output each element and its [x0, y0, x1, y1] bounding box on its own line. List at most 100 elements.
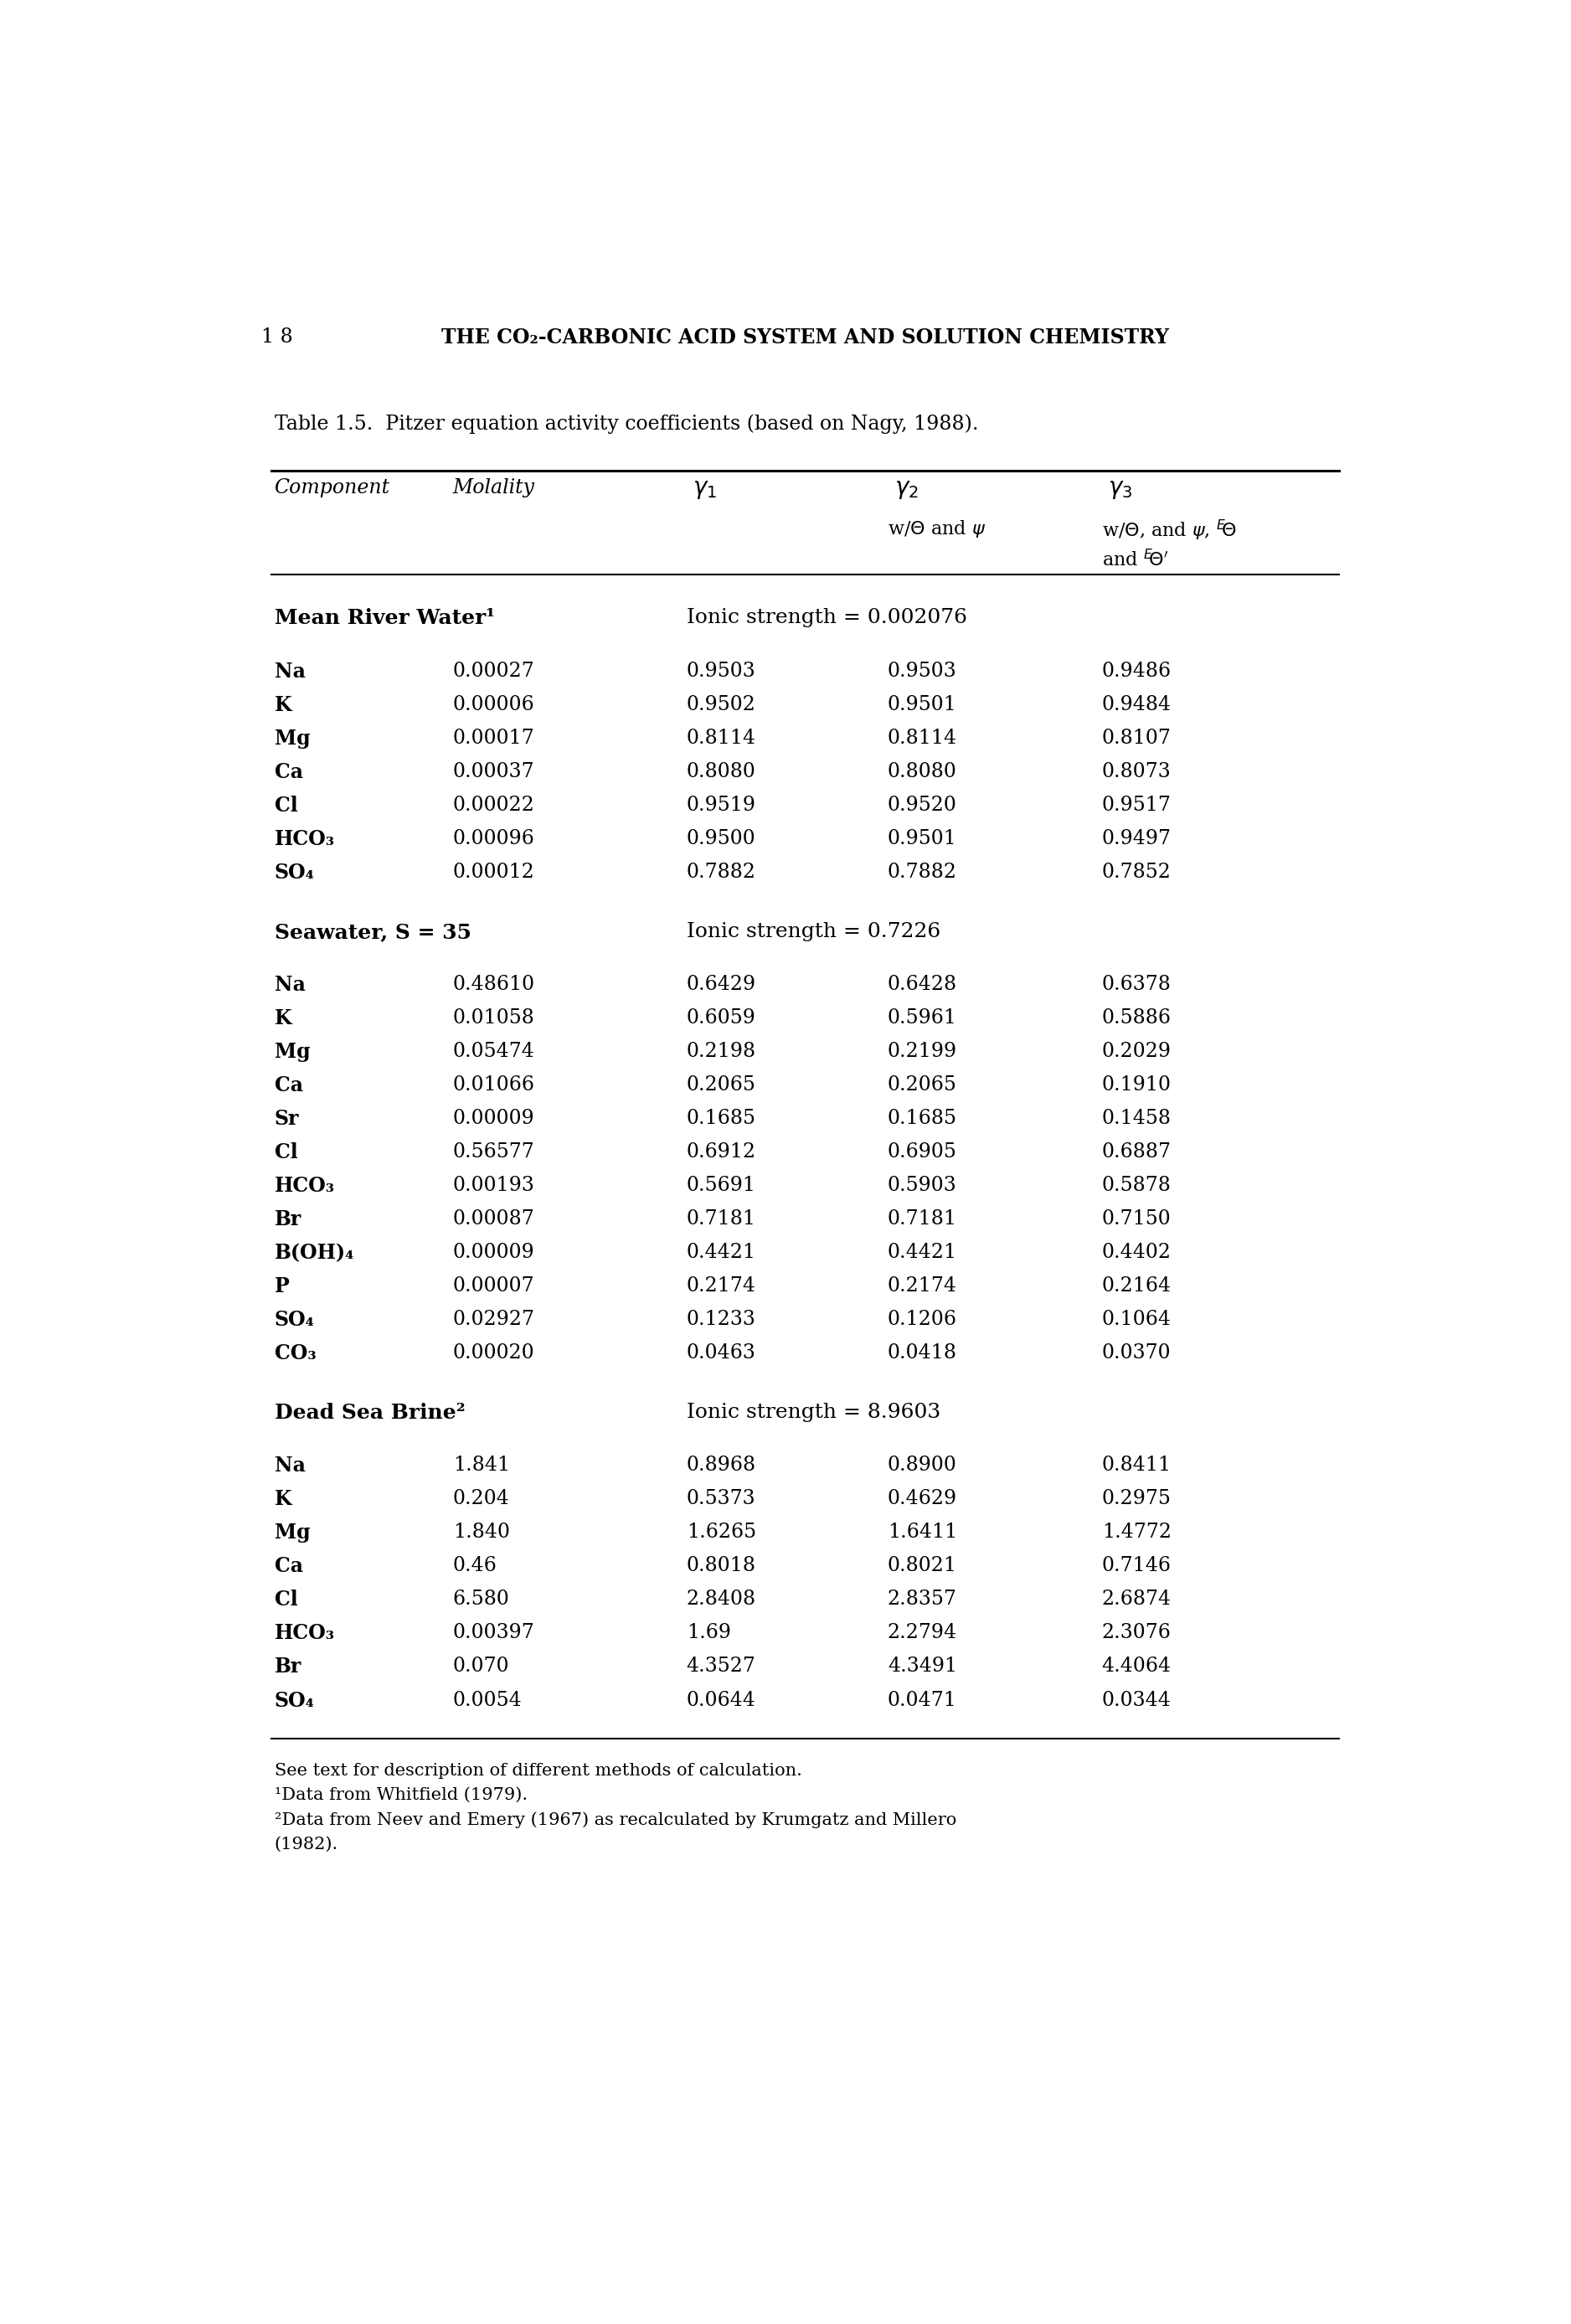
Text: 0.4421: 0.4421: [888, 1243, 957, 1262]
Text: 0.0463: 0.0463: [687, 1343, 756, 1362]
Text: 0.7181: 0.7181: [888, 1208, 957, 1229]
Text: w/$\Theta$, and $\psi$, $^E\!\Theta$: w/$\Theta$, and $\psi$, $^E\!\Theta$: [1101, 518, 1236, 541]
Text: HCO₃: HCO₃: [275, 1176, 335, 1197]
Text: 0.5373: 0.5373: [687, 1490, 756, 1508]
Text: 0.8073: 0.8073: [1101, 762, 1170, 781]
Text: 0.070: 0.070: [452, 1657, 509, 1676]
Text: 1.841: 1.841: [452, 1455, 509, 1476]
Text: 0.7146: 0.7146: [1101, 1557, 1172, 1576]
Text: (1982).: (1982).: [275, 1836, 338, 1852]
Text: P: P: [275, 1276, 289, 1297]
Text: 0.1064: 0.1064: [1101, 1311, 1172, 1329]
Text: Ionic strength = 0.002076: Ionic strength = 0.002076: [687, 609, 966, 627]
Text: 0.1910: 0.1910: [1101, 1076, 1172, 1095]
Text: 0.1458: 0.1458: [1101, 1109, 1172, 1127]
Text: 0.01066: 0.01066: [452, 1076, 534, 1095]
Text: 0.5903: 0.5903: [888, 1176, 957, 1195]
Text: Component: Component: [275, 479, 390, 497]
Text: 0.8107: 0.8107: [1101, 727, 1170, 748]
Text: 0.7852: 0.7852: [1101, 862, 1170, 881]
Text: 0.0344: 0.0344: [1101, 1690, 1170, 1710]
Text: $\gamma_3$: $\gamma_3$: [1108, 479, 1133, 500]
Text: 0.9519: 0.9519: [687, 795, 756, 816]
Text: CO₃: CO₃: [275, 1343, 316, 1364]
Text: 0.0644: 0.0644: [687, 1690, 756, 1710]
Text: 4.4064: 4.4064: [1101, 1657, 1172, 1676]
Text: 0.4402: 0.4402: [1101, 1243, 1172, 1262]
Text: 0.02927: 0.02927: [452, 1311, 534, 1329]
Text: 0.9502: 0.9502: [687, 695, 756, 713]
Text: 0.0471: 0.0471: [888, 1690, 957, 1710]
Text: Ionic strength = 0.7226: Ionic strength = 0.7226: [687, 923, 941, 941]
Text: 0.7882: 0.7882: [687, 862, 756, 881]
Text: 0.2164: 0.2164: [1101, 1276, 1172, 1297]
Text: Molality: Molality: [452, 479, 534, 497]
Text: 1.69: 1.69: [687, 1624, 731, 1643]
Text: 0.8021: 0.8021: [888, 1557, 957, 1576]
Text: 0.1233: 0.1233: [687, 1311, 756, 1329]
Text: 0.00009: 0.00009: [452, 1243, 534, 1262]
Text: 0.00006: 0.00006: [452, 695, 534, 713]
Text: 0.9503: 0.9503: [687, 662, 756, 681]
Text: 0.00012: 0.00012: [452, 862, 534, 881]
Text: 0.2029: 0.2029: [1101, 1041, 1172, 1062]
Text: 0.6428: 0.6428: [888, 974, 957, 995]
Text: 0.8114: 0.8114: [888, 727, 957, 748]
Text: Br: Br: [275, 1657, 302, 1678]
Text: 0.8968: 0.8968: [687, 1455, 756, 1476]
Text: 0.00022: 0.00022: [452, 795, 534, 816]
Text: SO₄: SO₄: [275, 862, 314, 883]
Text: 0.2198: 0.2198: [687, 1041, 756, 1062]
Text: 0.9520: 0.9520: [888, 795, 957, 816]
Text: 0.48610: 0.48610: [452, 974, 534, 995]
Text: 0.2174: 0.2174: [687, 1276, 756, 1297]
Text: Na: Na: [275, 1455, 305, 1476]
Text: 1.6265: 1.6265: [687, 1522, 756, 1543]
Text: 0.0418: 0.0418: [888, 1343, 957, 1362]
Text: 0.5961: 0.5961: [888, 1009, 957, 1027]
Text: 0.0370: 0.0370: [1101, 1343, 1170, 1362]
Text: Ca: Ca: [275, 1076, 303, 1095]
Text: 0.00027: 0.00027: [452, 662, 534, 681]
Text: HCO₃: HCO₃: [275, 830, 335, 848]
Text: 0.2199: 0.2199: [888, 1041, 957, 1062]
Text: 0.9484: 0.9484: [1101, 695, 1172, 713]
Text: 0.9501: 0.9501: [888, 830, 957, 848]
Text: 1.4772: 1.4772: [1101, 1522, 1172, 1543]
Text: 0.5886: 0.5886: [1101, 1009, 1172, 1027]
Text: Cl: Cl: [275, 795, 297, 816]
Text: 0.8080: 0.8080: [888, 762, 957, 781]
Text: 0.56577: 0.56577: [452, 1143, 534, 1162]
Text: 0.9486: 0.9486: [1101, 662, 1172, 681]
Text: 0.6059: 0.6059: [687, 1009, 756, 1027]
Text: 0.9501: 0.9501: [888, 695, 957, 713]
Text: 0.2065: 0.2065: [888, 1076, 957, 1095]
Text: 0.00017: 0.00017: [452, 727, 534, 748]
Text: 0.00096: 0.00096: [452, 830, 534, 848]
Text: 0.46: 0.46: [452, 1557, 496, 1576]
Text: 6.580: 6.580: [452, 1590, 509, 1608]
Text: Seawater, S = 35: Seawater, S = 35: [275, 923, 471, 941]
Text: THE CO₂-CARBONIC ACID SYSTEM AND SOLUTION CHEMISTRY: THE CO₂-CARBONIC ACID SYSTEM AND SOLUTIO…: [441, 328, 1169, 346]
Text: SO₄: SO₄: [275, 1311, 314, 1329]
Text: 0.2174: 0.2174: [888, 1276, 957, 1297]
Text: 2.6874: 2.6874: [1101, 1590, 1172, 1608]
Text: 0.00193: 0.00193: [452, 1176, 534, 1195]
Text: HCO₃: HCO₃: [275, 1624, 335, 1643]
Text: K: K: [275, 695, 292, 716]
Text: 0.7882: 0.7882: [888, 862, 957, 881]
Text: 0.8900: 0.8900: [888, 1455, 957, 1476]
Text: Mg: Mg: [275, 1522, 309, 1543]
Text: 0.9517: 0.9517: [1101, 795, 1170, 816]
Text: w/$\Theta$ and $\psi$: w/$\Theta$ and $\psi$: [888, 518, 985, 539]
Text: ²Data from Neev and Emery (1967) as recalculated by Krumgatz and Millero: ²Data from Neev and Emery (1967) as reca…: [275, 1813, 957, 1829]
Text: 0.2065: 0.2065: [687, 1076, 756, 1095]
Text: 0.6905: 0.6905: [888, 1143, 957, 1162]
Text: 0.8018: 0.8018: [687, 1557, 756, 1576]
Text: Cl: Cl: [275, 1143, 297, 1162]
Text: 1 8: 1 8: [261, 328, 292, 346]
Text: ¹Data from Whitfield (1979).: ¹Data from Whitfield (1979).: [275, 1787, 528, 1803]
Text: 0.6429: 0.6429: [687, 974, 756, 995]
Text: 0.00009: 0.00009: [452, 1109, 534, 1127]
Text: Mean River Water¹: Mean River Water¹: [275, 609, 495, 627]
